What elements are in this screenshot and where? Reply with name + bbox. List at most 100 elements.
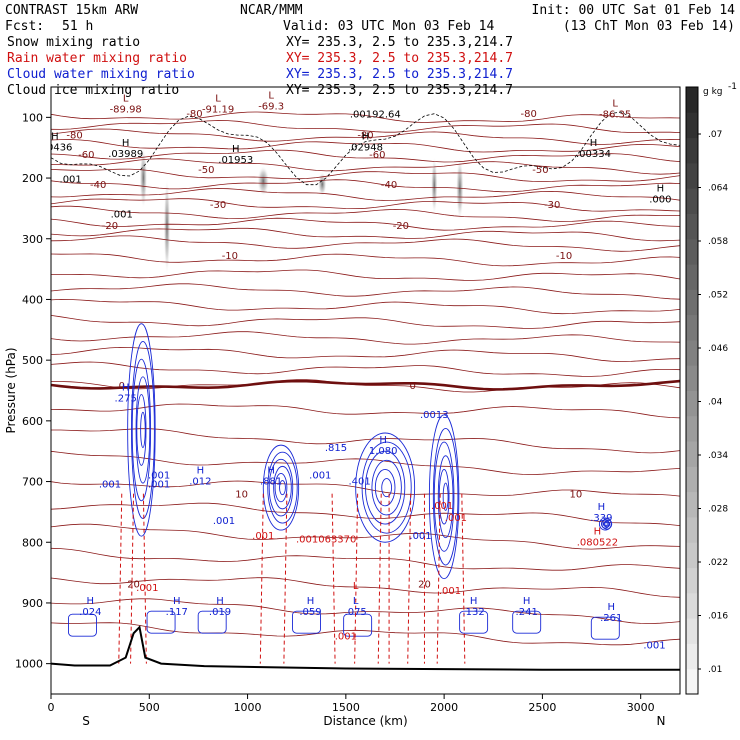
extremum-marker: H	[590, 138, 598, 149]
x-tick-label: 3000	[627, 701, 655, 714]
extremum-marker: H	[197, 466, 205, 477]
rain-shaft	[461, 493, 466, 664]
rain-shaft	[407, 493, 412, 664]
extremum-value: .	[354, 592, 357, 603]
cloud-water-contour	[433, 441, 455, 552]
isotherm-label: -80	[66, 130, 82, 141]
isotherm-line	[51, 523, 680, 550]
isotherm-label: -40	[90, 180, 106, 191]
center-title: NCAR/MMM	[240, 3, 303, 18]
extremum-marker: H	[173, 596, 181, 607]
colorbar-cell	[686, 87, 698, 113]
colorbar-cell	[686, 365, 698, 391]
terrain-line	[51, 625, 680, 671]
colorbar-unit-exponent: -1	[728, 82, 737, 92]
extremum-marker: L	[353, 596, 359, 607]
extremum-value: .001	[60, 174, 82, 185]
extremum-value: .001	[148, 471, 170, 482]
extremum-value: -86.35	[599, 109, 631, 120]
rain-shaft	[331, 493, 336, 664]
plot-content: -80 -80 -80 -80 -60 -60 -50 -50 -40 -40 -30 -30 -20 -…	[37, 90, 680, 671]
snow-blob	[139, 147, 148, 209]
freezing-level-line	[51, 379, 680, 391]
isotherm-line	[51, 283, 680, 300]
rain-shaft	[118, 493, 123, 664]
isotherm-line	[51, 198, 680, 212]
isotherm-label: -30	[210, 200, 226, 211]
extremum-value: .241	[516, 607, 538, 618]
low-cloud-contour	[197, 610, 227, 634]
field-name: Cloud water mixing ratio	[7, 67, 195, 82]
y-tick-label: 600	[22, 415, 43, 428]
cloud-water-contour	[432, 427, 459, 566]
isotherm-label: 0	[119, 381, 125, 392]
isotherm-line	[51, 205, 680, 222]
cloud-water-contour	[365, 450, 406, 525]
cloud-water-contour	[428, 414, 460, 580]
extremum-marker: L	[612, 98, 618, 109]
cloud-water-contour	[279, 480, 286, 496]
x-tick-label: 2500	[528, 701, 556, 714]
header: CONTRAST 15km ARW Fcst: 51 h NCAR/MMM Va…	[5, 3, 735, 34]
colorbar-cell	[686, 643, 698, 670]
extremum-marker: H	[122, 382, 130, 393]
extremum-value: .012	[189, 477, 211, 488]
extremum-value: .132	[462, 607, 484, 618]
x-tick-label: 1000	[234, 701, 262, 714]
isotherm-line	[51, 298, 680, 315]
y-tick-label: 300	[22, 233, 43, 246]
cloud-water-contour	[140, 411, 146, 449]
extremum-marker: H	[594, 526, 602, 537]
isotherm-label: -80	[520, 109, 536, 120]
rain-shaft	[436, 493, 441, 664]
low-cloud-contour	[590, 616, 620, 640]
extremum-marker: H	[232, 144, 240, 155]
colorbar-cell	[686, 289, 698, 316]
field-name: Cloud ice mixing ratio	[7, 83, 179, 98]
snow-blob	[430, 156, 438, 215]
cloud-water-contour	[267, 451, 298, 524]
low-cloud-contour	[292, 610, 321, 634]
y-tick-label: 900	[22, 597, 43, 610]
cloud-water-contour	[361, 441, 412, 534]
low-cloud-contour	[459, 610, 489, 634]
isotherm-label: -20	[393, 221, 409, 232]
colorbar-tick-label: .016	[708, 612, 728, 622]
colorbar-tick-label: .052	[708, 291, 728, 301]
y-tick-label: 200	[22, 172, 43, 185]
cloud-water-contour	[131, 358, 152, 502]
field-xy: XY= 235.3, 2.5 to 235.3,214.7	[286, 67, 513, 82]
cloud-water-contour	[273, 465, 292, 510]
colorbar-tick-label: .028	[708, 505, 728, 515]
extremum-value: .00334	[576, 149, 611, 160]
extremum-marker: H	[379, 435, 387, 446]
extremum-value: .00436	[37, 143, 72, 154]
cloud-water-contour	[274, 473, 288, 503]
isotherm-label: -50	[532, 165, 548, 176]
x-tick-label: 500	[139, 701, 160, 714]
cloud-water-contour	[371, 459, 402, 516]
extremum-marker: H	[657, 183, 665, 194]
isotherm-line	[51, 168, 680, 183]
local-time: (13 ChT Mon 03 Feb 14)	[563, 19, 735, 34]
low-cloud-contour	[67, 613, 97, 637]
isotherm-line	[51, 598, 680, 625]
extremum-marker: H	[87, 596, 95, 607]
isotherm-line	[51, 120, 680, 133]
colorbar-cell	[686, 162, 698, 189]
extremum-value: .03989	[108, 149, 143, 160]
cloud-water-contour	[600, 519, 610, 529]
cloud-water-contour	[381, 478, 393, 498]
colorbar-cell	[686, 668, 698, 695]
model-title: CONTRAST 15km ARW	[5, 3, 138, 18]
isotherm-label: 10	[235, 490, 248, 501]
isotherm-line	[51, 253, 680, 267]
extremum-value: .01953	[218, 155, 253, 166]
isotherm-label: 0	[409, 381, 415, 392]
extremum-marker: H	[523, 596, 531, 607]
isotherm-label: 10	[569, 490, 582, 501]
colorbar-cell	[686, 415, 698, 442]
y-tick-label: 800	[22, 536, 43, 549]
